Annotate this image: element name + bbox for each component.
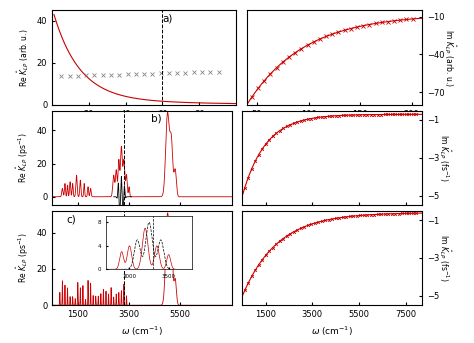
Y-axis label: Re $\hat{K}_{LP}$ (ps$^{-1}$): Re $\hat{K}_{LP}$ (ps$^{-1}$) — [15, 132, 31, 183]
Text: b): b) — [151, 114, 162, 124]
Y-axis label: Im $\hat{K}_{LP}$ (fs$^{-1}$): Im $\hat{K}_{LP}$ (fs$^{-1}$) — [437, 134, 453, 182]
Text: c): c) — [66, 214, 76, 224]
Y-axis label: Re $\hat{K}_{LP}$ (ps$^{-1}$): Re $\hat{K}_{LP}$ (ps$^{-1}$) — [15, 233, 31, 283]
Y-axis label: Im $\hat{K}_{LP}$ (fs$^{-1}$): Im $\hat{K}_{LP}$ (fs$^{-1}$) — [437, 234, 453, 282]
Y-axis label: Im $\hat{K}_{LP}$ (arb. u.): Im $\hat{K}_{LP}$ (arb. u.) — [442, 28, 458, 86]
Y-axis label: Re $\hat{K}_{LP}$ (arb. u.): Re $\hat{K}_{LP}$ (arb. u.) — [15, 28, 31, 87]
Text: a): a) — [163, 14, 173, 24]
X-axis label: $\omega$ (arb. u.): $\omega$ (arb. u.) — [310, 124, 358, 136]
X-axis label: $\omega$ (cm$^{-1}$): $\omega$ (cm$^{-1}$) — [311, 325, 353, 338]
X-axis label: $\omega$ (cm$^{-1}$): $\omega$ (cm$^{-1}$) — [121, 325, 163, 338]
X-axis label: $\omega$ (arb. u.): $\omega$ (arb. u.) — [120, 124, 168, 136]
